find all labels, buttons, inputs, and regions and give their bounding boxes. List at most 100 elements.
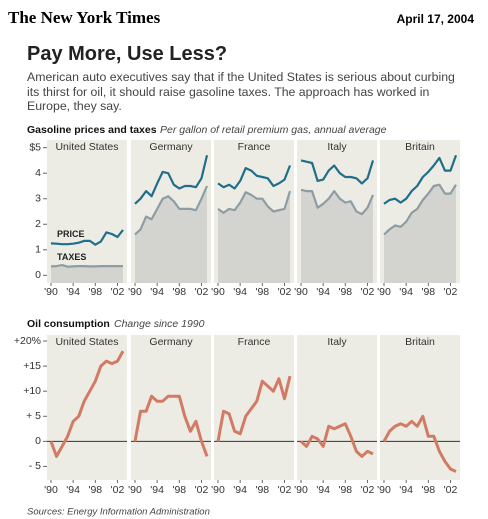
panel — [131, 335, 211, 480]
x-tick-label: '90 — [44, 484, 58, 496]
x-tick-label: '90 — [294, 484, 308, 496]
x-tick-label: '02 — [361, 286, 375, 298]
panel-title: France — [238, 141, 271, 153]
x-tick-label: '94 — [233, 484, 247, 496]
y-tick-label: 0 — [35, 269, 41, 281]
y-tick-label: +15 — [23, 360, 41, 372]
panel-title: United States — [55, 336, 118, 348]
x-tick-label: '02 — [444, 286, 458, 298]
x-tick-label: '98 — [172, 484, 186, 496]
x-tick-label: '98 — [88, 286, 102, 298]
x-tick-label: '90 — [377, 484, 391, 496]
line — [133, 394, 209, 457]
series-label: PRICE — [57, 229, 85, 239]
line — [382, 414, 457, 473]
x-tick-label: '02 — [195, 484, 209, 496]
section-title: Oil consumption — [27, 318, 110, 330]
title: Pay More, Use Less? — [27, 43, 228, 65]
line — [50, 229, 124, 246]
x-tick-label: '02 — [111, 484, 125, 496]
x-tick-label: '98 — [338, 484, 352, 496]
source: Sources: Energy Information Administrati… — [27, 507, 210, 518]
x-tick-label: '98 — [421, 484, 435, 496]
x-tick-label: '90 — [128, 484, 142, 496]
line — [216, 375, 292, 442]
series-label: TAXES — [57, 252, 86, 262]
x-tick-label: '02 — [444, 484, 458, 496]
panel-title: Germany — [149, 336, 193, 348]
y-tick-label: 2 — [35, 218, 41, 230]
x-tick-label: '98 — [338, 286, 352, 298]
x-tick-label: '94 — [316, 484, 330, 496]
x-tick-label: '98 — [172, 286, 186, 298]
x-tick-label: '02 — [278, 286, 292, 298]
line — [383, 154, 458, 205]
section-subtitle: Change since 1990 — [114, 318, 205, 330]
x-tick-label: '02 — [111, 286, 125, 298]
panel — [47, 335, 127, 480]
panel — [380, 335, 460, 480]
panel-title: United States — [55, 141, 118, 153]
section-subtitle: Per gallon of retail premium gas, annual… — [160, 124, 387, 136]
panel-title: Italy — [327, 336, 347, 348]
section-title: Gasoline prices and taxes — [27, 124, 157, 136]
panel — [47, 140, 127, 283]
area — [218, 191, 290, 283]
panel — [297, 335, 377, 480]
x-tick-label: '90 — [128, 286, 142, 298]
area — [135, 186, 207, 283]
x-tick-label: '94 — [233, 286, 247, 298]
y-tick-label: +10 — [23, 385, 41, 397]
x-tick-label: '98 — [421, 286, 435, 298]
x-tick-label: '90 — [211, 484, 225, 496]
subtitle: American auto executives say that if the… — [27, 70, 455, 113]
line — [217, 190, 292, 214]
line — [300, 159, 375, 185]
x-tick-label: '90 — [294, 286, 308, 298]
x-tick-label: '94 — [399, 286, 413, 298]
x-tick-label: '90 — [44, 286, 58, 298]
x-tick-label: '90 — [377, 286, 391, 298]
x-tick-label: '98 — [255, 286, 269, 298]
y-tick-label: 1 — [35, 244, 41, 256]
panel-title: Italy — [327, 141, 347, 153]
x-tick-label: '02 — [361, 484, 375, 496]
line — [299, 422, 374, 458]
x-tick-label: '94 — [150, 286, 164, 298]
x-tick-label: '98 — [255, 484, 269, 496]
logo: The New York Times — [8, 8, 161, 27]
x-tick-label: '02 — [195, 286, 209, 298]
y-tick-label: - 5 — [29, 460, 41, 472]
line — [383, 183, 457, 236]
date: April 17, 2004 — [396, 12, 474, 26]
line — [49, 350, 125, 458]
x-tick-label: '94 — [150, 484, 164, 496]
line — [134, 185, 209, 236]
panel-title: Britain — [405, 141, 435, 153]
panel-title: France — [238, 336, 271, 348]
panel-title: Germany — [149, 141, 193, 153]
x-tick-label: '94 — [66, 484, 80, 496]
line — [50, 264, 123, 268]
x-tick-label: '02 — [278, 484, 292, 496]
area — [384, 184, 456, 283]
x-tick-label: '94 — [66, 286, 80, 298]
area — [51, 265, 123, 283]
x-tick-label: '94 — [399, 484, 413, 496]
y-tick-label: 0 — [35, 435, 41, 447]
y-tick-label: $5 — [29, 141, 41, 153]
panel-title: Britain — [405, 336, 435, 348]
x-tick-label: '90 — [211, 286, 225, 298]
x-tick-label: '98 — [88, 484, 102, 496]
line — [217, 165, 292, 190]
line — [300, 188, 375, 216]
x-tick-label: '94 — [316, 286, 330, 298]
y-tick-label: 3 — [35, 193, 41, 205]
line — [134, 155, 209, 205]
y-tick-label: + 5 — [26, 410, 41, 422]
y-tick-label: 4 — [35, 167, 41, 179]
area — [301, 189, 373, 283]
y-tick-label: +20% — [14, 335, 41, 347]
